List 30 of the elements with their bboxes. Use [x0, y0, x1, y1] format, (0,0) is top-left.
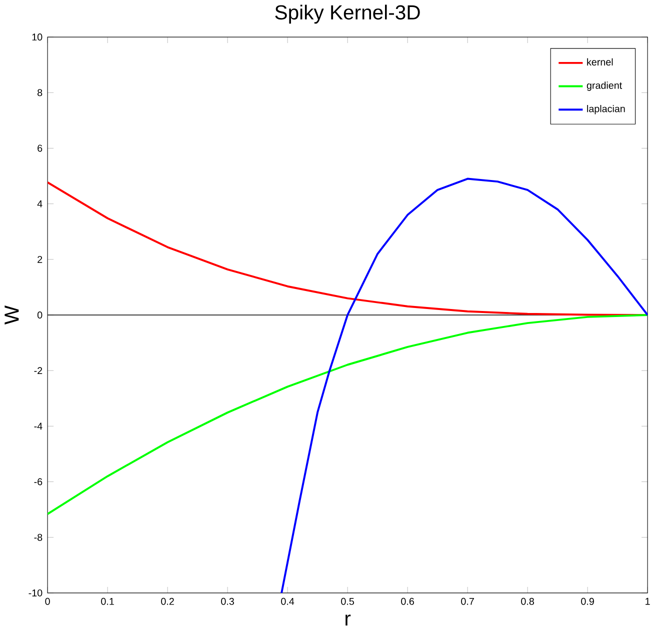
y-tick-label: 10	[32, 33, 42, 40]
legend-label: kernel	[587, 58, 613, 66]
x-tick-label: 0.6	[401, 598, 414, 605]
y-tick-label: -10	[28, 589, 42, 596]
y-tick-label: -4	[34, 422, 42, 430]
y-axis-title: W	[4, 305, 19, 324]
x-axis-title: r	[346, 614, 351, 626]
y-tick-label: 8	[38, 89, 42, 96]
y-tick-label: -6	[34, 478, 42, 486]
x-tick-label: 0.3	[221, 598, 234, 605]
x-tick-label: 0.5	[341, 598, 354, 605]
x-tick-label: 0.9	[581, 598, 594, 605]
x-tick-label: 0.4	[281, 598, 294, 605]
x-tick-label: 0.1	[101, 598, 114, 605]
chart-title: Spiky Kernel-3D	[275, 4, 420, 24]
y-tick-label: 4	[37, 200, 42, 208]
x-tick-label: 1	[646, 598, 650, 605]
y-tick-label: 0	[37, 311, 42, 318]
y-tick-label: -8	[34, 534, 42, 541]
line-series	[280, 178, 648, 593]
y-tick-label: -2	[34, 367, 42, 374]
x-tick-label: 0.2	[161, 598, 174, 605]
x-tick-label: 0.8	[521, 598, 534, 605]
x-tick-label: 0.7	[461, 598, 474, 605]
legend-label: laplacian	[587, 104, 625, 114]
line-series	[48, 314, 648, 515]
x-tick-label: 0	[45, 598, 50, 605]
y-tick-label: 6	[38, 144, 42, 152]
legend-label: gradient	[586, 82, 622, 91]
y-tick-label: 2	[38, 256, 42, 263]
